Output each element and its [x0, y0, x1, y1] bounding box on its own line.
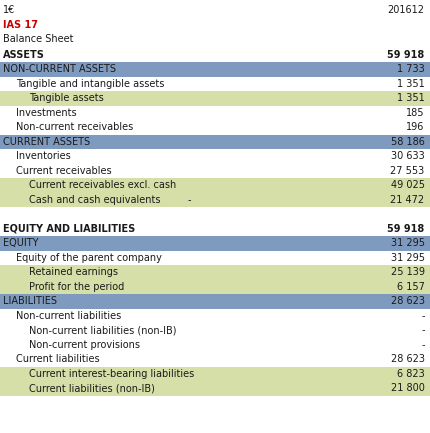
Text: 21 800: 21 800: [390, 383, 424, 393]
Bar: [0, 77, 430, 91]
Text: Non-current provisions: Non-current provisions: [29, 340, 140, 350]
Text: Non-current receivables: Non-current receivables: [16, 122, 133, 132]
Text: CURRENT ASSETS: CURRENT ASSETS: [3, 137, 90, 147]
Bar: [0, 164, 430, 178]
Text: Current liabilities: Current liabilities: [16, 354, 100, 364]
Text: Current receivables excl. cash: Current receivables excl. cash: [29, 180, 176, 190]
Text: Current receivables: Current receivables: [16, 166, 112, 176]
Text: EQUITY: EQUITY: [3, 238, 39, 248]
Bar: [0, 236, 430, 251]
Bar: [0, 308, 430, 323]
Bar: [0, 106, 430, 120]
Text: EQUITY AND LIABILITIES: EQUITY AND LIABILITIES: [3, 224, 135, 234]
Bar: [0, 381, 430, 395]
Bar: [0, 91, 430, 106]
Bar: [0, 193, 430, 207]
Text: 59 918: 59 918: [387, 224, 424, 234]
Text: 201612: 201612: [387, 5, 424, 15]
Text: 1€: 1€: [3, 5, 15, 15]
Text: 1 733: 1 733: [396, 64, 424, 74]
Text: 1 351: 1 351: [396, 93, 424, 103]
Text: Investments: Investments: [16, 108, 77, 118]
Text: 6 823: 6 823: [396, 369, 424, 379]
Bar: [0, 251, 430, 265]
Text: Balance Sheet: Balance Sheet: [3, 34, 74, 44]
Bar: [0, 294, 430, 308]
Bar: [0, 62, 430, 77]
Text: 30 633: 30 633: [390, 151, 424, 161]
Bar: [0, 337, 430, 352]
Bar: [0, 352, 430, 366]
Text: 28 623: 28 623: [390, 296, 424, 306]
Text: -: -: [420, 325, 424, 335]
Text: Current interest-bearing liabilities: Current interest-bearing liabilities: [29, 369, 194, 379]
Bar: [0, 135, 430, 149]
Text: Profit for the period: Profit for the period: [29, 282, 124, 292]
Text: Tangible and intangible assets: Tangible and intangible assets: [16, 79, 164, 89]
Text: Retained earnings: Retained earnings: [29, 267, 118, 277]
Text: 21 472: 21 472: [390, 195, 424, 205]
Text: 25 139: 25 139: [390, 267, 424, 277]
Text: NON-CURRENT ASSETS: NON-CURRENT ASSETS: [3, 64, 116, 74]
Text: IAS 17: IAS 17: [3, 19, 38, 29]
Text: 58 186: 58 186: [390, 137, 424, 147]
Text: 49 025: 49 025: [390, 180, 424, 190]
Bar: [0, 323, 430, 337]
Text: 31 295: 31 295: [390, 238, 424, 248]
Text: -: -: [420, 311, 424, 321]
Text: ASSETS: ASSETS: [3, 50, 45, 60]
Text: -: -: [187, 195, 191, 205]
Text: 196: 196: [405, 122, 424, 132]
Text: LIABILITIES: LIABILITIES: [3, 296, 57, 306]
Text: -: -: [420, 340, 424, 350]
Bar: [0, 178, 430, 193]
Bar: [0, 366, 430, 381]
Text: Non-current liabilities (non-IB): Non-current liabilities (non-IB): [29, 325, 176, 335]
Text: Cash and cash equivalents: Cash and cash equivalents: [29, 195, 160, 205]
Text: 6 157: 6 157: [396, 282, 424, 292]
Text: 31 295: 31 295: [390, 253, 424, 263]
Text: Non-current liabilities: Non-current liabilities: [16, 311, 121, 321]
Text: 185: 185: [405, 108, 424, 118]
Text: Current liabilities (non-IB): Current liabilities (non-IB): [29, 383, 155, 393]
Text: Tangible assets: Tangible assets: [29, 93, 104, 103]
Bar: [0, 279, 430, 294]
Bar: [0, 120, 430, 135]
Text: 27 553: 27 553: [390, 166, 424, 176]
Text: 59 918: 59 918: [387, 50, 424, 60]
Bar: [0, 149, 430, 164]
Bar: [0, 265, 430, 279]
Text: Inventories: Inventories: [16, 151, 71, 161]
Text: 28 623: 28 623: [390, 354, 424, 364]
Text: Equity of the parent company: Equity of the parent company: [16, 253, 162, 263]
Text: 1 351: 1 351: [396, 79, 424, 89]
